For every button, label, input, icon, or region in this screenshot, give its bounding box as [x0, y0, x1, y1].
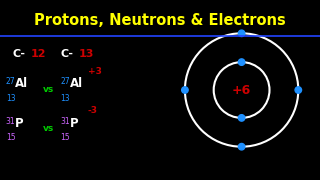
- Text: Al: Al: [70, 77, 83, 90]
- Text: Protons, Neutrons & Electrons: Protons, Neutrons & Electrons: [34, 13, 286, 28]
- Text: 31: 31: [6, 117, 15, 126]
- Circle shape: [182, 87, 188, 93]
- Text: 31: 31: [60, 117, 70, 126]
- Text: 13: 13: [6, 94, 15, 103]
- Text: 12: 12: [30, 49, 46, 59]
- Circle shape: [238, 59, 245, 65]
- Text: vs: vs: [43, 85, 54, 94]
- Text: +6: +6: [232, 84, 251, 96]
- Text: P: P: [15, 117, 24, 130]
- Text: 27: 27: [60, 77, 70, 86]
- Text: 13: 13: [60, 94, 70, 103]
- Text: -3: -3: [88, 106, 98, 115]
- Text: C-: C-: [13, 49, 26, 59]
- Text: +3: +3: [88, 67, 102, 76]
- Text: P: P: [70, 117, 78, 130]
- Text: Al: Al: [15, 77, 28, 90]
- Circle shape: [238, 143, 245, 150]
- Circle shape: [238, 115, 245, 121]
- Circle shape: [238, 30, 245, 37]
- Text: 27: 27: [6, 77, 15, 86]
- Text: 13: 13: [78, 49, 94, 59]
- Circle shape: [295, 87, 301, 93]
- Text: C-: C-: [61, 49, 74, 59]
- Text: vs: vs: [43, 124, 54, 133]
- Text: 15: 15: [60, 133, 70, 142]
- Text: 15: 15: [6, 133, 15, 142]
